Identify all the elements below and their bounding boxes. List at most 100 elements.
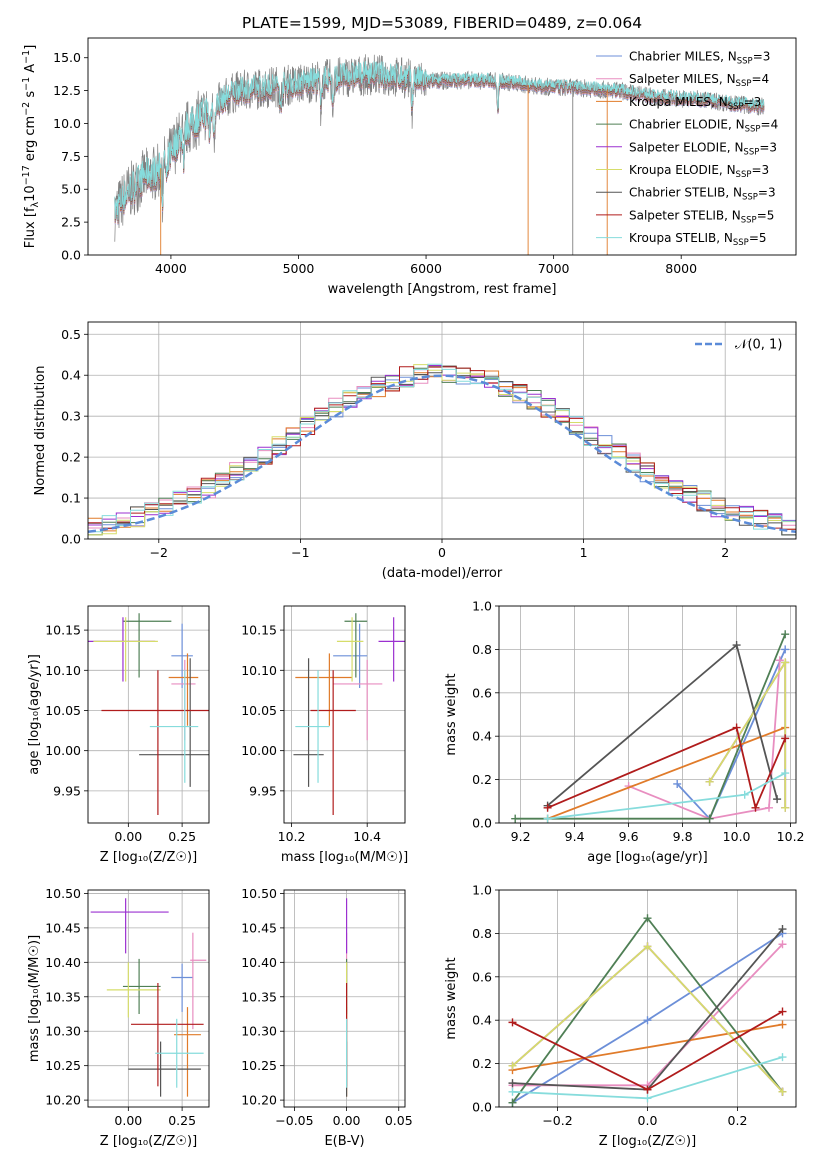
legend-n-sub: SSP	[736, 79, 752, 89]
series-kroupa-elodie	[508, 942, 787, 1096]
legend-eq: =	[751, 163, 761, 177]
y-tick-label: 10.45	[241, 920, 277, 935]
series-point	[773, 795, 782, 804]
errorbar-chabrier-elodie	[122, 613, 172, 678]
x-tick-label: 9.6	[619, 829, 639, 844]
y-tick-label: 10.20	[45, 1093, 81, 1108]
y-tick-label: 9.95	[53, 783, 81, 798]
x-tick-label: −2	[150, 545, 168, 560]
y-axis-label: Flux [fλ10−17 erg cm−2 s−1 A−1]	[21, 45, 41, 249]
y-tick-label: 0.0	[61, 248, 81, 263]
chart-mass-vs-Z: 0.00 0.25 10.20 10.25 10.30 10.35 10.40 10.45 10…	[27, 886, 210, 1149]
y-tick-label: 9.95	[249, 783, 277, 798]
x-tick-label: 10.2	[278, 829, 306, 844]
plot-area	[499, 606, 796, 823]
y-tick-label: 10.25	[45, 1058, 81, 1073]
legend-label: Chabrier ELODIE	[629, 118, 728, 132]
x-tick-label: 0.00	[114, 1113, 142, 1128]
legend-n-label: N	[736, 118, 745, 132]
y-tick-label: 0.8	[472, 642, 492, 657]
y-tick-label: 10.10	[241, 663, 277, 678]
x-tick-label: 0.25	[168, 1113, 196, 1128]
errorbar-salpeter-elodie	[90, 898, 169, 954]
y-label-part: Flux [f	[23, 207, 38, 248]
y-tick-label: 10.10	[45, 663, 81, 678]
series-point	[765, 803, 773, 812]
x-tick-label: 4000	[155, 261, 187, 276]
errorbar-kroupa-miles	[295, 653, 353, 726]
chart-residuals: −2 −1 0 1 2 0.0 0.1 0.2 0.3 0.4 0.5 (data-model)/er…	[33, 321, 797, 581]
legend-entry: Kroupa STELIB, NSSP=5	[629, 231, 767, 248]
x-axis-label: E(B-V)	[324, 1134, 364, 1149]
y-label-part: erg cm	[23, 116, 38, 165]
axes-frame	[87, 37, 797, 256]
x-axis-label: Z [log₁₀(Z/Z☉)]	[100, 1134, 197, 1149]
errorbar-salpeter-miles	[171, 659, 196, 741]
legend-n-prefix: ,	[716, 231, 724, 245]
series-kroupa-elodie	[705, 658, 790, 812]
y-tick-label: 1.0	[472, 599, 492, 614]
series-kroupa-stelib	[508, 1053, 787, 1103]
x-tick-label: −0.05	[275, 1113, 313, 1128]
legend-n-prefix: ,	[719, 72, 727, 86]
errorbar-chabrier-elodie	[122, 958, 161, 1014]
series-point	[778, 1007, 787, 1016]
legend-entry: Kroupa MILES, NSSP=3	[629, 95, 761, 112]
series-point	[543, 803, 552, 812]
errorbar-chabrier-miles	[333, 623, 368, 688]
legend-n-sub: SSP	[743, 147, 759, 157]
legend-n-prefix: ,	[725, 186, 733, 200]
errorbar-kroupa-miles	[174, 1007, 201, 1097]
x-tick-label: 0.25	[168, 829, 196, 844]
y-tick-label: 5.0	[61, 182, 81, 197]
y-tick-label: 1.0	[472, 883, 492, 898]
plot-area	[88, 606, 209, 823]
legend-entry: Salpeter STELIB, NSSP=5	[629, 208, 774, 225]
y-tick-label: 10.0	[53, 116, 81, 131]
y-tick-label: 10.20	[241, 1093, 277, 1108]
y-label-part: −1	[21, 50, 32, 64]
plot-area	[499, 890, 796, 1107]
x-tick-label: 0.2	[728, 1113, 748, 1128]
legend-n-value: 3	[762, 163, 770, 177]
legend-n-label: N	[734, 140, 743, 154]
x-tick-label: 0.0	[638, 1113, 658, 1128]
y-tick-label: 0.2	[61, 450, 81, 465]
series-point	[778, 1087, 787, 1096]
y-label-part: −2	[21, 102, 32, 116]
legend-entry: Chabrier MILES, NSSP=3	[629, 50, 770, 67]
series-point	[508, 1061, 517, 1070]
x-tick-label: 0.05	[385, 1113, 413, 1128]
y-tick-label: 10.45	[45, 920, 81, 935]
y-tick-label: 0.4	[472, 729, 492, 744]
errorbar-kroupa-miles	[168, 653, 199, 726]
legend-n-prefix: ,	[724, 208, 732, 222]
x-axis-label: Z [log₁₀(Z/Z☉)]	[599, 1134, 696, 1149]
series-point	[740, 790, 749, 799]
series-point	[778, 1020, 787, 1029]
y-tick-label: 0.6	[472, 685, 492, 700]
legend-eq: =	[757, 208, 767, 222]
x-tick-label: 8000	[665, 261, 697, 276]
series-line	[547, 726, 786, 820]
y-tick-label: 0.2	[472, 1056, 492, 1071]
y-axis-label: mass weight	[444, 673, 459, 755]
errorbar-salpeter-elodie	[88, 617, 156, 682]
series-line	[512, 1023, 783, 1071]
legend-label: Chabrier MILES	[629, 50, 720, 64]
series-point	[705, 777, 714, 786]
series-point	[643, 1085, 652, 1094]
y-tick-label: 10.35	[45, 989, 81, 1004]
axes-frame	[283, 605, 406, 824]
legend-n-prefix: ,	[719, 163, 727, 177]
errorbar-chabrier-stelib	[139, 658, 209, 787]
y-label-part: 10	[23, 185, 38, 202]
legend-label: Kroupa STELIB	[629, 231, 716, 245]
y-tick-label: 15.0	[53, 50, 81, 65]
legend-n-sub: SSP	[741, 215, 757, 225]
legend-label: Salpeter STELIB	[629, 208, 724, 222]
spectrum-model-kroupa-stelib	[114, 61, 765, 220]
series-point	[751, 803, 760, 812]
legend-label: Kroupa MILES	[629, 95, 711, 109]
legend-n-prefix: ,	[727, 140, 735, 154]
